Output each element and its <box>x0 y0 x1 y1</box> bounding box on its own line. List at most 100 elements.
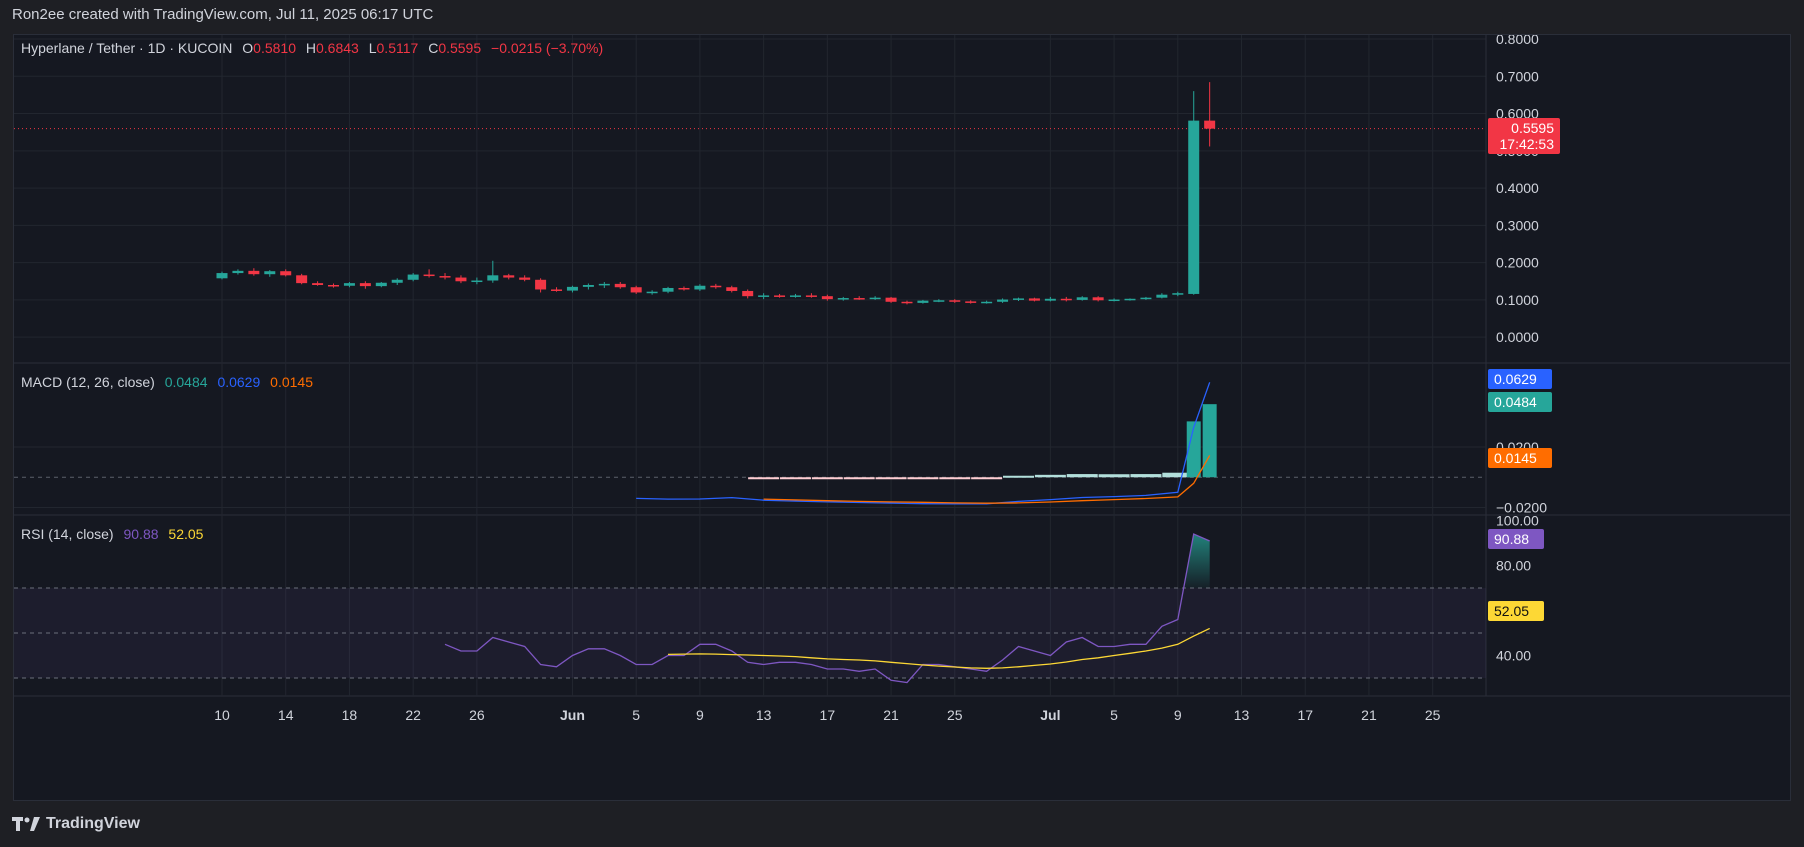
close-label: C <box>428 40 439 56</box>
rsi-tag: 90.88 <box>1488 529 1544 549</box>
candle <box>853 298 865 300</box>
candle <box>1204 120 1216 129</box>
candle <box>519 277 531 280</box>
y-tick-label: 0.1000 <box>1496 292 1539 308</box>
candle <box>375 282 387 287</box>
high-label: H <box>305 40 316 56</box>
rsi-title[interactable]: RSI (14, close) <box>21 526 114 542</box>
macd-legend: MACD (12, 26, close) 0.0484 0.0629 0.014… <box>21 374 319 390</box>
candle <box>407 274 419 280</box>
candle <box>1188 120 1200 294</box>
macd-signal-value: 0.0145 <box>270 374 313 390</box>
candle <box>726 287 738 291</box>
candle <box>487 275 499 281</box>
candle <box>264 271 276 275</box>
macd-line <box>636 382 1211 505</box>
candle <box>439 276 451 278</box>
price-tag: 0.5595 17:42:53 <box>1488 118 1560 154</box>
x-tick-label: 10 <box>214 707 230 723</box>
candle <box>901 301 913 304</box>
macd-histogram-bar <box>748 477 780 480</box>
candle <box>965 301 977 303</box>
main-legend: Hyperlane / Tether · 1D · KUCOIN O0.5810… <box>21 40 615 56</box>
candle <box>1076 297 1088 300</box>
candle <box>566 286 578 291</box>
macd-histogram-bar <box>1186 421 1201 478</box>
candle <box>837 298 849 300</box>
candle <box>1060 298 1072 301</box>
high-value: 0.6843 <box>316 40 359 56</box>
macd-histogram-bar <box>1003 475 1034 478</box>
candle <box>821 296 833 300</box>
macd-signal-line <box>763 455 1211 504</box>
y-tick-label: 0.7000 <box>1496 68 1539 84</box>
x-tick-label: Jul <box>1040 707 1060 723</box>
macd-histogram-bar <box>811 477 843 480</box>
x-tick-label: 5 <box>632 707 640 723</box>
candle <box>981 301 993 304</box>
candle <box>917 300 929 303</box>
macd-y-tick: −0.0200 <box>1496 499 1547 515</box>
candle <box>1172 293 1184 295</box>
macd-tag: 0.0629 <box>1488 369 1552 389</box>
x-tick-label: 17 <box>1297 707 1313 723</box>
candle <box>662 287 674 292</box>
candle <box>949 300 961 302</box>
rsi-line <box>444 533 1210 684</box>
x-tick-label: 13 <box>1234 707 1250 723</box>
y-tick-label: 0.4000 <box>1496 180 1539 196</box>
rsi-legend: RSI (14, close) 90.88 52.05 <box>21 526 209 542</box>
candle <box>1013 298 1024 300</box>
macd-hist-value: 0.0484 <box>164 374 208 390</box>
symbol-label[interactable]: Hyperlane / Tether · 1D · KUCOIN <box>21 40 233 56</box>
rsi-ma-value: 52.05 <box>168 526 204 542</box>
x-tick-label: 14 <box>278 707 294 723</box>
candle <box>869 297 881 300</box>
candle <box>710 285 722 288</box>
open-label: O <box>242 40 254 56</box>
candle <box>503 275 515 278</box>
x-tick-label: 18 <box>342 707 358 723</box>
candle <box>885 297 897 302</box>
candle <box>328 285 340 287</box>
close-value: 0.5595 <box>438 40 482 56</box>
tradingview-logo-icon <box>12 817 40 831</box>
chart-frame[interactable]: 0.80000.70000.60000.50000.40000.30000.20… <box>13 34 1791 801</box>
macd-histogram-bar <box>779 477 811 480</box>
candle <box>694 285 706 290</box>
macd-histogram-bar <box>907 477 939 480</box>
candle <box>216 273 228 279</box>
countdown-value: 17:42:53 <box>1499 136 1555 152</box>
candle <box>1044 298 1056 301</box>
candle <box>678 287 690 290</box>
low-value: 0.5117 <box>376 40 419 56</box>
macd-title[interactable]: MACD (12, 26, close) <box>21 374 155 390</box>
x-tick-label: 5 <box>1110 707 1118 723</box>
macd-histogram-bar <box>1034 474 1066 478</box>
x-tick-label: 21 <box>883 707 899 723</box>
candle <box>646 291 658 294</box>
rsi-y-tick: 100.00 <box>1496 513 1539 529</box>
ohlc-readout: O0.5810 H0.6843 L0.5117 C0.5595 −0.0215 … <box>242 40 609 56</box>
chart-canvas[interactable]: 0.80000.70000.60000.50000.40000.30000.20… <box>14 35 1790 800</box>
y-tick-label: 0.6000 <box>1496 106 1539 122</box>
tradingview-logo[interactable]: TradingView <box>12 815 140 833</box>
rsi-y-tick: 40.00 <box>1496 648 1531 664</box>
candle <box>742 290 754 297</box>
candle <box>248 270 260 275</box>
low-label: L <box>368 40 377 56</box>
candle <box>423 274 435 277</box>
candle <box>805 295 817 297</box>
x-tick-label: 9 <box>696 707 704 723</box>
macd-histogram-bar <box>1130 474 1162 478</box>
candle <box>789 295 801 297</box>
candle <box>774 295 786 297</box>
candle <box>1028 298 1040 301</box>
candle <box>630 287 642 293</box>
macd-histogram-bar <box>1066 474 1098 478</box>
candle <box>535 279 547 290</box>
y-tick-label: 0.2000 <box>1496 255 1539 271</box>
rsi-ma-tag: 52.05 <box>1488 601 1544 621</box>
x-tick-label: 22 <box>405 707 421 723</box>
candle <box>343 283 355 286</box>
